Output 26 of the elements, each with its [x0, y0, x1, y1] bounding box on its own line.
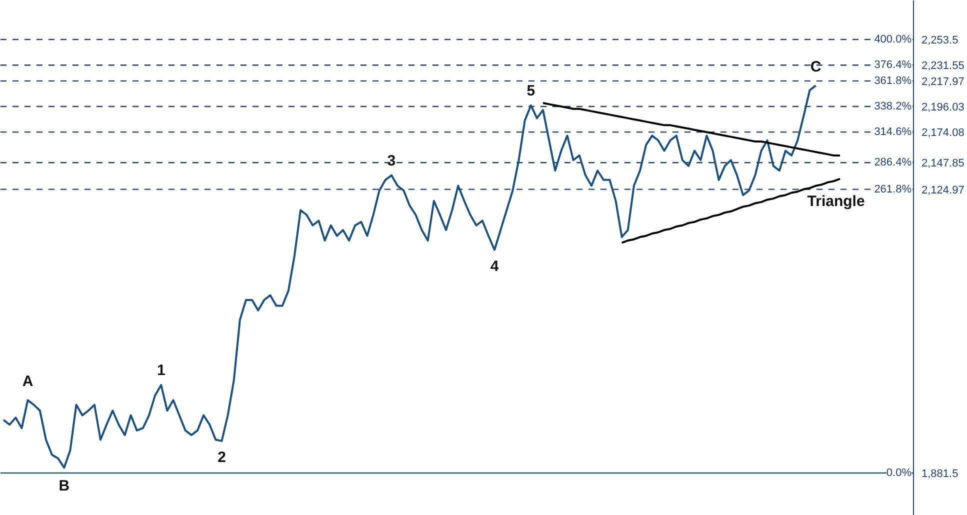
annotation: 261.8% [874, 183, 912, 196]
annotation: 3 [387, 152, 396, 170]
annotation: C [810, 58, 822, 76]
annotation: 2 [218, 448, 226, 466]
y-tick-label: 2,196.03 [922, 101, 964, 114]
annotation: 376.4% [874, 59, 912, 72]
annotation: 314.6% [874, 126, 912, 138]
y-tick-label: 2,174.08 [922, 127, 964, 140]
series-label: Triangle [807, 192, 865, 210]
y-tick-label: 1,881.5 [922, 468, 958, 480]
annotation: 1 [156, 362, 166, 379]
annotation: 5 [526, 82, 536, 100]
annotation: A [22, 373, 34, 390]
annotation: 286.4% [874, 156, 912, 169]
y-tick-label: 2,124.97 [922, 184, 964, 196]
annotation: 400.0% [874, 34, 912, 46]
line-series [542, 102, 842, 156]
annotation: B [58, 478, 70, 495]
y-tick-label: 2,217.97 [922, 76, 964, 88]
y-tick-label: 2,231.55 [922, 60, 964, 72]
annotation: 361.8% [874, 74, 912, 87]
y-tick-label: 2,147.85 [922, 158, 964, 170]
annotation: 338.2% [874, 100, 912, 112]
annotation: 0.0% [886, 466, 912, 479]
y-tick-label: 2,253.5 [922, 34, 958, 47]
annotation: 4 [490, 258, 500, 275]
